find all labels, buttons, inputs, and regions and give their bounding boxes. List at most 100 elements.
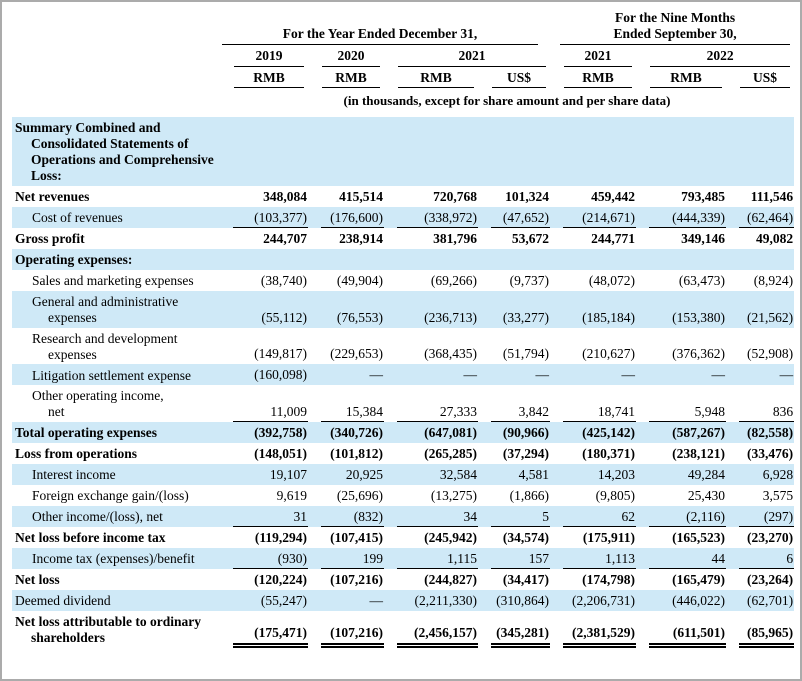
cell-value: (34,574)	[502, 530, 550, 546]
cell-value: 199	[308, 548, 384, 570]
cell-value: 459,442	[591, 188, 636, 204]
cell-value: 14,203	[550, 464, 637, 486]
cell-value: (49,904)	[336, 272, 383, 288]
cell-value: (425,142)	[550, 422, 637, 444]
table-row: Net loss attributable to ordinary shareh…	[12, 611, 795, 649]
cell-value: (160,098)	[220, 364, 308, 386]
cell-value: (392,758)	[220, 422, 308, 444]
cell-value: (185,184)	[550, 290, 637, 328]
cell-value: (214,671)	[550, 206, 637, 228]
cell-value	[384, 248, 478, 270]
cell-value: 6	[726, 548, 795, 570]
group-header-nine-months-label: For the Nine Months Ended September 30,	[560, 8, 791, 46]
cell-value: 34	[384, 506, 478, 528]
header-spacer	[12, 88, 220, 117]
cell-value: (444,339)	[636, 206, 727, 228]
cell-value: (82,558)	[726, 422, 795, 444]
cell-value: (25,696)	[336, 488, 383, 504]
cell-value	[550, 248, 637, 270]
row-label: Gross profit	[15, 230, 85, 246]
cell-value: (340,726)	[308, 422, 384, 444]
table-row: Other income/(loss), net 31 (832) 34 5 62 (2,1…	[12, 506, 795, 528]
header-spacer	[12, 8, 220, 45]
currency-header: RMB	[384, 67, 478, 89]
currency-header: RMB	[308, 67, 384, 89]
cell-value: (338,972)	[384, 206, 478, 228]
cell-value: (368,435)	[424, 346, 477, 362]
cell-value: (69,266)	[430, 272, 477, 288]
cell-value: 4,581	[478, 464, 551, 486]
row-label: Sales and marketing expenses	[32, 272, 194, 288]
cell-value: (345,281)	[478, 611, 551, 649]
note-row: (in thousands, except for share amount a…	[12, 88, 794, 117]
cell-value: (107,216)	[330, 572, 383, 588]
row-label: Net loss	[15, 572, 60, 588]
cell-value: (85,965)	[726, 611, 795, 649]
cell-value: (107,415)	[330, 530, 383, 546]
cell-value: 836	[726, 385, 795, 423]
cell-value: 19,107	[220, 464, 308, 486]
cell-value: (149,817)	[254, 346, 307, 362]
cell-value: (647,081)	[384, 422, 478, 444]
cell-value: 1,113	[550, 548, 637, 570]
row-label: Total operating expenses	[12, 422, 220, 444]
cell-value: (48,072)	[588, 272, 636, 288]
table-row: Sales and marketing expenses (38,740) (49,…	[12, 270, 794, 291]
year-header-2021: 2021	[384, 45, 550, 67]
cell-value: —	[636, 364, 727, 386]
row-label: Other operating income, net	[32, 388, 164, 420]
cell-value: (180,371)	[582, 446, 636, 462]
cell-value: 5	[478, 506, 551, 528]
currency-header: RMB	[220, 67, 308, 89]
cell-value: (2,211,330)	[384, 590, 478, 612]
table-row: Interest income 19,107 20,925 32,584 4,581 14…	[12, 464, 795, 486]
cell-value: (33,476)	[746, 446, 794, 462]
row-label: Net loss before income tax	[15, 530, 166, 546]
cell-value: —	[726, 364, 795, 386]
cell-value: (175,471)	[220, 611, 308, 649]
cell-value: (13,275)	[430, 488, 477, 504]
currency-header: RMB	[636, 67, 726, 89]
cell-value: 49,082	[755, 230, 794, 246]
cell-value: (8,924)	[753, 272, 794, 288]
cell-value: 49,284	[636, 464, 727, 486]
cell-value: (297)	[726, 506, 795, 528]
cell-value: 31	[220, 506, 308, 528]
row-label: Loss from operations	[15, 446, 138, 462]
table-row: Cost of revenues (103,377) (176,600) (338,9…	[12, 206, 795, 228]
cell-value: 348,084	[263, 188, 307, 204]
cell-value: 415,514	[339, 188, 383, 204]
cell-value	[478, 117, 551, 186]
table-row: Income tax (expenses)/benefit (930) 199 1,1…	[12, 548, 795, 570]
cell-value: 349,146	[681, 230, 726, 246]
year-header-2020: 2020	[308, 45, 384, 67]
cell-value: (210,627)	[582, 346, 636, 362]
cell-value	[636, 248, 727, 270]
cell-value: (55,247)	[220, 590, 308, 612]
year-header-2021-nine-months: 2021	[550, 45, 636, 67]
table-row: Research and development expenses (149,81…	[12, 328, 794, 365]
cell-value: (2,116)	[636, 506, 727, 528]
header-spacer	[12, 45, 220, 67]
cell-value: (33,277)	[478, 290, 551, 328]
row-label: Net loss attributable to ordinary shareh…	[15, 614, 201, 646]
cell-value: 6,928	[726, 464, 795, 486]
cell-value: 18,741	[550, 385, 637, 423]
cell-value: (62,464)	[726, 206, 795, 228]
cell-value: (90,966)	[478, 422, 551, 444]
cell-value	[384, 117, 478, 186]
cell-value: (153,380)	[636, 290, 727, 328]
cell-value: 11,009	[220, 385, 308, 423]
cell-value: (165,479)	[672, 572, 726, 588]
cell-value: (34,417)	[502, 572, 550, 588]
cell-value: 244,707	[263, 230, 307, 246]
cell-value: —	[308, 590, 384, 612]
cell-value: (245,942)	[424, 530, 477, 546]
cell-value: 381,796	[433, 230, 477, 246]
row-label: Research and development expenses	[32, 330, 178, 362]
table-row: Net loss (120,224) (107,216) (244,827) (34,4…	[12, 569, 794, 590]
cell-value: (55,112)	[220, 290, 308, 328]
table-row: Litigation settlement expense (160,098) — —…	[12, 364, 795, 386]
cell-value: 44	[636, 548, 727, 570]
